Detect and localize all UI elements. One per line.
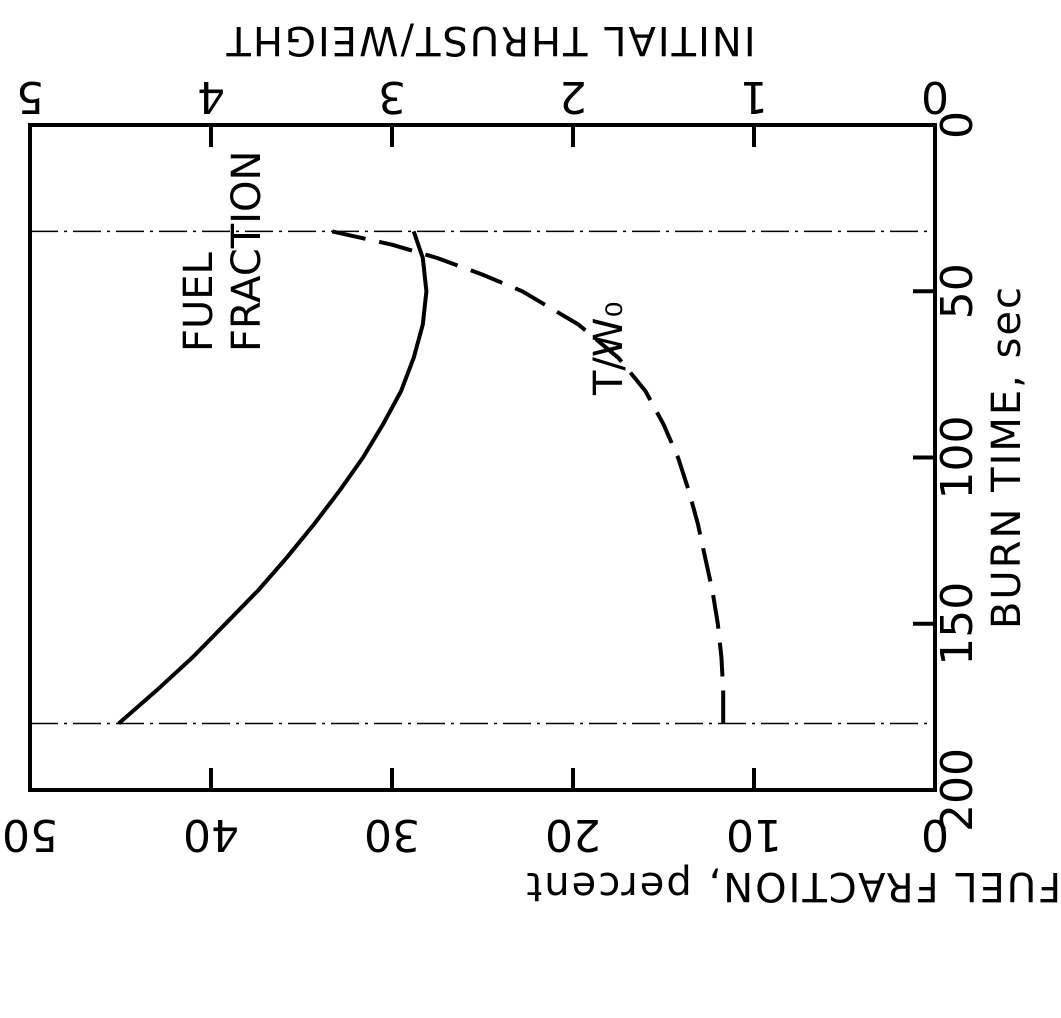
y-tick-label-0: 0 xyxy=(921,809,949,860)
y-tick-label-10: 10 xyxy=(726,809,782,860)
y-tick-label-50: 50 xyxy=(2,809,58,860)
x-axis-title: BURN TIME, sec xyxy=(984,285,1030,629)
y-tick-label-20: 20 xyxy=(545,809,601,860)
tw-label: T/W₀ xyxy=(586,302,632,397)
y2-axis-title: INITIAL THRUST/WEIGHT xyxy=(224,17,755,63)
y-tick-label-30: 30 xyxy=(364,809,420,860)
y2-tick-label-4: 4 xyxy=(197,71,225,122)
fuel-fraction-label-line2: FRACTION xyxy=(224,151,270,352)
fuel-fraction-line xyxy=(117,230,429,726)
x-tick-label-200: 200 xyxy=(932,748,983,832)
x-tick-label-100: 100 xyxy=(932,416,983,500)
plot-frame xyxy=(28,123,937,792)
y2-tick-label-1: 1 xyxy=(740,71,768,122)
y2-tick-label-0: 0 xyxy=(921,71,949,122)
series-layer xyxy=(117,229,726,726)
ticks xyxy=(28,123,937,792)
x-tick-label-50: 50 xyxy=(932,263,983,319)
burn-time-bound-lines xyxy=(30,230,935,725)
thrust-weight-line xyxy=(331,229,726,724)
y-tick-label-40: 40 xyxy=(183,809,239,860)
y-axis-title: BOOST FUEL FRACTION, percent xyxy=(525,863,1061,909)
x-tick-label-0: 0 xyxy=(932,111,983,139)
y2-tick-label-2: 2 xyxy=(559,71,587,122)
y2-tick-label-5: 5 xyxy=(16,71,44,122)
x-tick-label-150: 150 xyxy=(932,582,983,666)
fuel-fraction-label-line1: FUEL xyxy=(176,251,222,352)
y2-tick-label-3: 3 xyxy=(378,71,406,122)
